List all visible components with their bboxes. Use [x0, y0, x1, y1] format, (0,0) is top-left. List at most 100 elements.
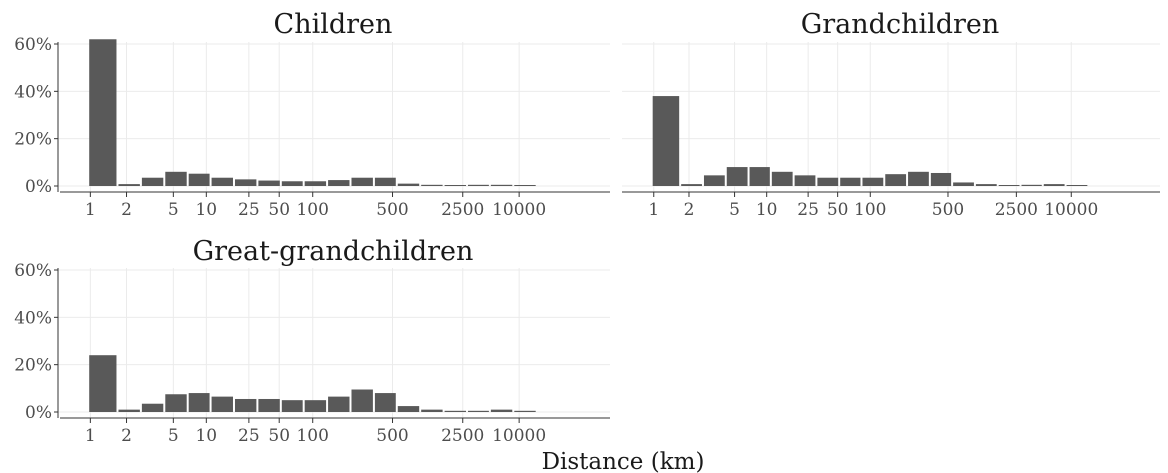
- y-tick-label: 60%: [14, 35, 52, 55]
- histogram-bar: [953, 182, 974, 186]
- histogram-bar: [749, 167, 770, 186]
- x-tick-label: 10000: [492, 426, 546, 446]
- histogram-bar: [998, 185, 1020, 186]
- x-tick-label: 500: [376, 426, 408, 446]
- panel-title: Great-grandchildren: [193, 236, 474, 267]
- histogram-bar: [468, 410, 489, 412]
- x-tick-label: 2: [121, 200, 132, 220]
- y-tick-label: 0%: [25, 177, 52, 197]
- histogram-bar: [421, 409, 443, 412]
- histogram-bar: [490, 409, 513, 412]
- x-tick-label: 50: [827, 200, 849, 220]
- histogram-bar: [281, 181, 303, 186]
- y-tick-label: 40%: [14, 308, 52, 328]
- histogram-bar: [328, 396, 350, 412]
- x-tick-label: 100: [854, 200, 886, 220]
- y-tick-label: 60%: [14, 261, 52, 281]
- x-tick-label: 10000: [492, 200, 546, 220]
- histogram-bar: [351, 389, 373, 412]
- x-tick-label: 1: [648, 200, 659, 220]
- y-tick-label: 40%: [14, 82, 52, 102]
- x-tick-label: 10000: [1044, 200, 1098, 220]
- histogram-bar: [141, 403, 164, 412]
- histogram-bar: [258, 398, 280, 412]
- histogram-bar: [304, 181, 327, 186]
- x-tick-label: 100: [296, 426, 328, 446]
- histogram-bar: [304, 400, 327, 412]
- histogram-bar: [397, 183, 420, 186]
- x-tick-label: 2: [684, 200, 695, 220]
- histogram-bar: [468, 184, 489, 186]
- histogram-bar: [211, 396, 233, 412]
- histogram-bar: [188, 393, 210, 412]
- histogram-bar: [444, 185, 466, 186]
- histogram-bar: [908, 171, 929, 186]
- histogram-bar: [374, 393, 396, 412]
- x-tick-label: 5: [168, 200, 179, 220]
- histogram-bar: [234, 398, 257, 412]
- histogram-bar: [374, 177, 396, 186]
- histogram-bar: [165, 394, 187, 412]
- x-tick-label: 1: [85, 200, 96, 220]
- x-tick-label: 50: [268, 426, 290, 446]
- histogram-bar: [165, 171, 187, 186]
- x-tick-label: 25: [238, 426, 260, 446]
- x-tick-label: 2500: [995, 200, 1038, 220]
- histogram-bar: [975, 184, 997, 186]
- x-tick-label: 2500: [441, 426, 484, 446]
- histogram-bar: [89, 39, 117, 187]
- x-tick-label: 10: [756, 200, 778, 220]
- x-axis-title: Distance (km): [542, 449, 705, 473]
- histogram-bar: [885, 174, 907, 186]
- histogram-bar: [703, 175, 725, 186]
- histogram-bar: [1043, 184, 1065, 186]
- y-tick-label: 20%: [14, 356, 52, 376]
- histogram-bar: [514, 410, 536, 412]
- y-tick-label: 0%: [25, 403, 52, 423]
- histogram-bar: [234, 179, 257, 186]
- histogram-bar: [794, 175, 816, 186]
- x-tick-label: 1: [85, 426, 96, 446]
- x-tick-label: 2500: [441, 200, 484, 220]
- histogram-bar: [1021, 184, 1042, 186]
- histogram-bar: [514, 185, 536, 186]
- histogram-bar: [817, 177, 839, 186]
- histogram-bar: [930, 172, 952, 186]
- histogram-bar: [141, 177, 164, 186]
- x-tick-label: 5: [168, 426, 179, 446]
- panel-title: Grandchildren: [801, 9, 1000, 40]
- x-tick-label: 25: [797, 200, 819, 220]
- panel-title: Children: [274, 9, 393, 40]
- x-tick-label: 50: [268, 200, 290, 220]
- histogram-bar: [421, 184, 443, 186]
- x-tick-label: 5: [729, 200, 740, 220]
- histogram-bar: [211, 177, 233, 186]
- x-tick-label: 10: [195, 200, 217, 220]
- histogram-bar: [89, 355, 117, 412]
- histogram-bar: [397, 406, 420, 412]
- histogram-bar: [118, 409, 140, 412]
- histogram-bar: [328, 180, 350, 186]
- histogram-bar: [188, 173, 210, 186]
- y-tick-label: 20%: [14, 130, 52, 150]
- histogram-bar: [840, 177, 861, 186]
- x-tick-label: 500: [376, 200, 408, 220]
- histogram-bar: [281, 400, 303, 412]
- x-tick-label: 100: [296, 200, 328, 220]
- histogram-bar: [351, 177, 373, 186]
- histogram-bar: [1066, 185, 1088, 186]
- histogram-bar: [118, 184, 140, 186]
- histogram-bar: [771, 171, 793, 186]
- histogram-bar: [681, 184, 702, 186]
- histogram-bar: [258, 180, 280, 186]
- histogram-bar: [862, 177, 884, 186]
- x-tick-label: 10: [195, 426, 217, 446]
- x-tick-label: 2: [121, 426, 132, 446]
- x-tick-label: 25: [238, 200, 260, 220]
- histogram-bar: [726, 167, 748, 186]
- histogram-bar: [444, 410, 466, 412]
